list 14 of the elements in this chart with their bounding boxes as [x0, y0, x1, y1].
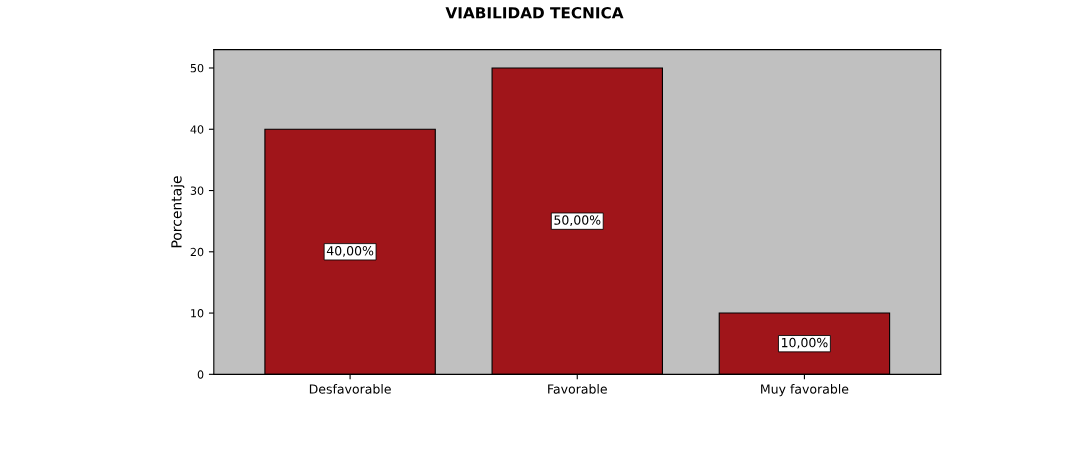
y-tick-label: 0 — [197, 370, 204, 379]
y-axis-title: Porcentaje — [170, 176, 185, 248]
y-tick-label: 30 — [190, 186, 204, 195]
y-tick-label: 50 — [190, 63, 204, 73]
y-tick-label: 10 — [191, 309, 204, 318]
data-label: 50,00% — [554, 215, 601, 227]
y-tick-label: 40 — [190, 125, 204, 134]
data-label: 10,00% — [781, 337, 828, 349]
x-tick-label: Desfavorable — [309, 384, 391, 394]
data-label: 40,00% — [326, 245, 374, 257]
chart-title: VIABILIDAD TECNICA — [445, 7, 624, 19]
x-tick-label: Muy favorable — [761, 384, 849, 397]
x-tick-label: Favorable — [548, 384, 607, 394]
y-tick-label: 20 — [190, 247, 204, 257]
